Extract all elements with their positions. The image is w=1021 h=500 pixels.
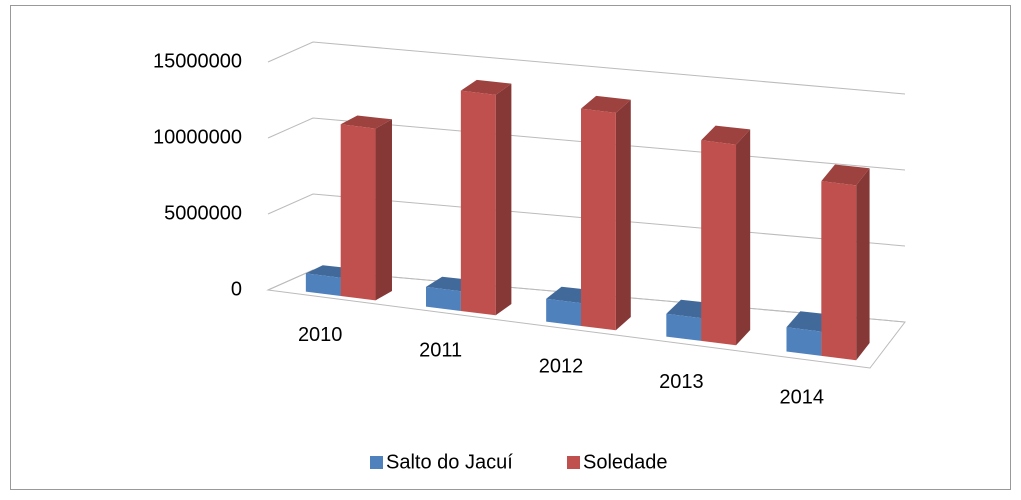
y-tick-label: 0 bbox=[231, 278, 242, 300]
y-tick-label: 10000000 bbox=[153, 126, 242, 148]
bar-side bbox=[736, 129, 751, 346]
legend-swatch bbox=[567, 456, 580, 469]
y-tick-label: 5000000 bbox=[164, 202, 242, 224]
bar-top bbox=[701, 125, 751, 145]
bar-top bbox=[821, 164, 870, 186]
bar-top bbox=[340, 115, 392, 129]
y-tick-label: 15000000 bbox=[153, 50, 242, 72]
x-tick-label: 2011 bbox=[419, 340, 462, 362]
x-tick-label: 2013 bbox=[659, 371, 704, 393]
bar-front bbox=[581, 108, 616, 331]
bar-front bbox=[460, 90, 496, 316]
x-tick-label: 2014 bbox=[780, 386, 825, 408]
x-tick-label: 2010 bbox=[298, 324, 343, 346]
bar bbox=[701, 125, 751, 346]
bar bbox=[821, 164, 870, 361]
bar-front bbox=[821, 181, 857, 361]
bar-front bbox=[666, 313, 702, 341]
bar-side bbox=[615, 99, 631, 331]
legend-label: Soledade bbox=[583, 451, 668, 473]
bar-front bbox=[305, 273, 341, 296]
bar-side bbox=[856, 168, 870, 361]
grid-line bbox=[267, 41, 906, 95]
legend-swatch bbox=[370, 456, 383, 469]
bar-front bbox=[340, 124, 376, 301]
bar-front bbox=[786, 327, 822, 356]
bar-top bbox=[581, 95, 631, 113]
bar bbox=[340, 115, 392, 301]
bar-front bbox=[701, 140, 737, 346]
bar bbox=[460, 79, 512, 316]
bar-front bbox=[426, 286, 461, 311]
bar bbox=[581, 95, 631, 331]
bar-front bbox=[546, 298, 582, 326]
bar-side bbox=[495, 83, 512, 316]
bar-top bbox=[460, 79, 512, 95]
bar-side bbox=[375, 119, 392, 301]
legend-label: Salto do Jacuí bbox=[386, 451, 513, 473]
x-tick-label: 2012 bbox=[539, 355, 584, 377]
